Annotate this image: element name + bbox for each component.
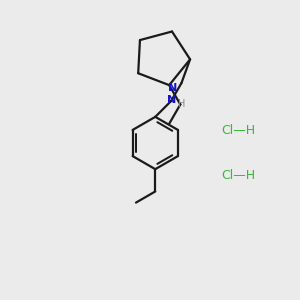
Text: Cl—H: Cl—H: [221, 124, 256, 137]
Text: N: N: [167, 95, 177, 105]
Text: N: N: [168, 82, 177, 92]
Text: Cl—H: Cl—H: [221, 169, 256, 182]
Text: H: H: [178, 99, 185, 109]
